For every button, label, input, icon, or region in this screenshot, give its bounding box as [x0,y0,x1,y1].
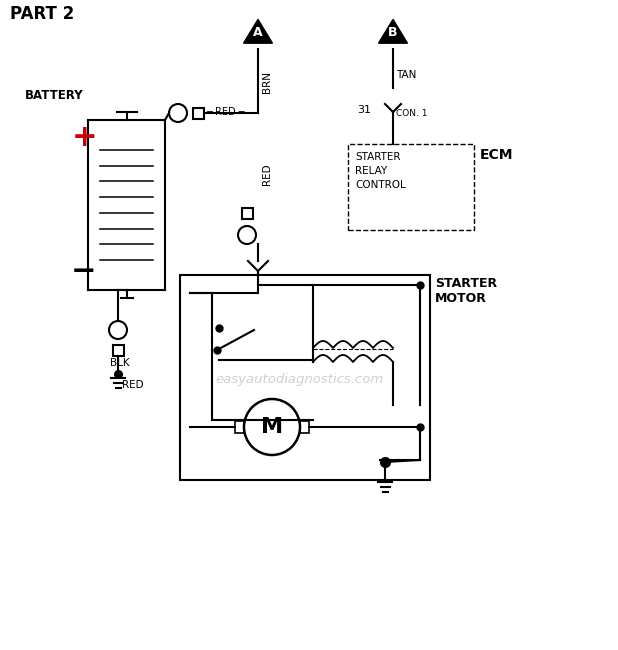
Polygon shape [243,20,273,43]
Bar [300,421,309,433]
Text: 31: 31 [357,105,371,115]
Text: CON. 1: CON. 1 [396,109,428,118]
Text: TAN: TAN [396,70,417,80]
Text: RED: RED [122,380,143,390]
Text: M: M [261,417,283,437]
Text: RED: RED [262,163,272,185]
Text: STARTER
RELAY
CONTROL: STARTER RELAY CONTROL [355,152,406,190]
Text: +: + [72,124,98,153]
Bar [112,344,124,356]
Text: BLK: BLK [110,358,130,368]
Bar [235,421,244,433]
Text: BRN: BRN [262,71,272,93]
Text: ECM: ECM [480,148,514,162]
Text: A: A [253,25,263,38]
Bar [348,144,474,230]
Text: BATTERY: BATTERY [24,89,83,102]
Text: STARTER
MOTOR: STARTER MOTOR [435,277,497,305]
Text: ─ RED ─: ─ RED ─ [206,107,245,117]
Text: B: B [388,25,398,38]
Text: PART 2: PART 2 [10,5,74,23]
Bar [192,107,203,118]
Polygon shape [379,20,407,43]
Text: −: − [71,257,97,287]
Text: easyautodiagnostics.com: easyautodiagnostics.com [216,374,384,387]
Bar [242,207,253,218]
Bar [180,275,430,480]
